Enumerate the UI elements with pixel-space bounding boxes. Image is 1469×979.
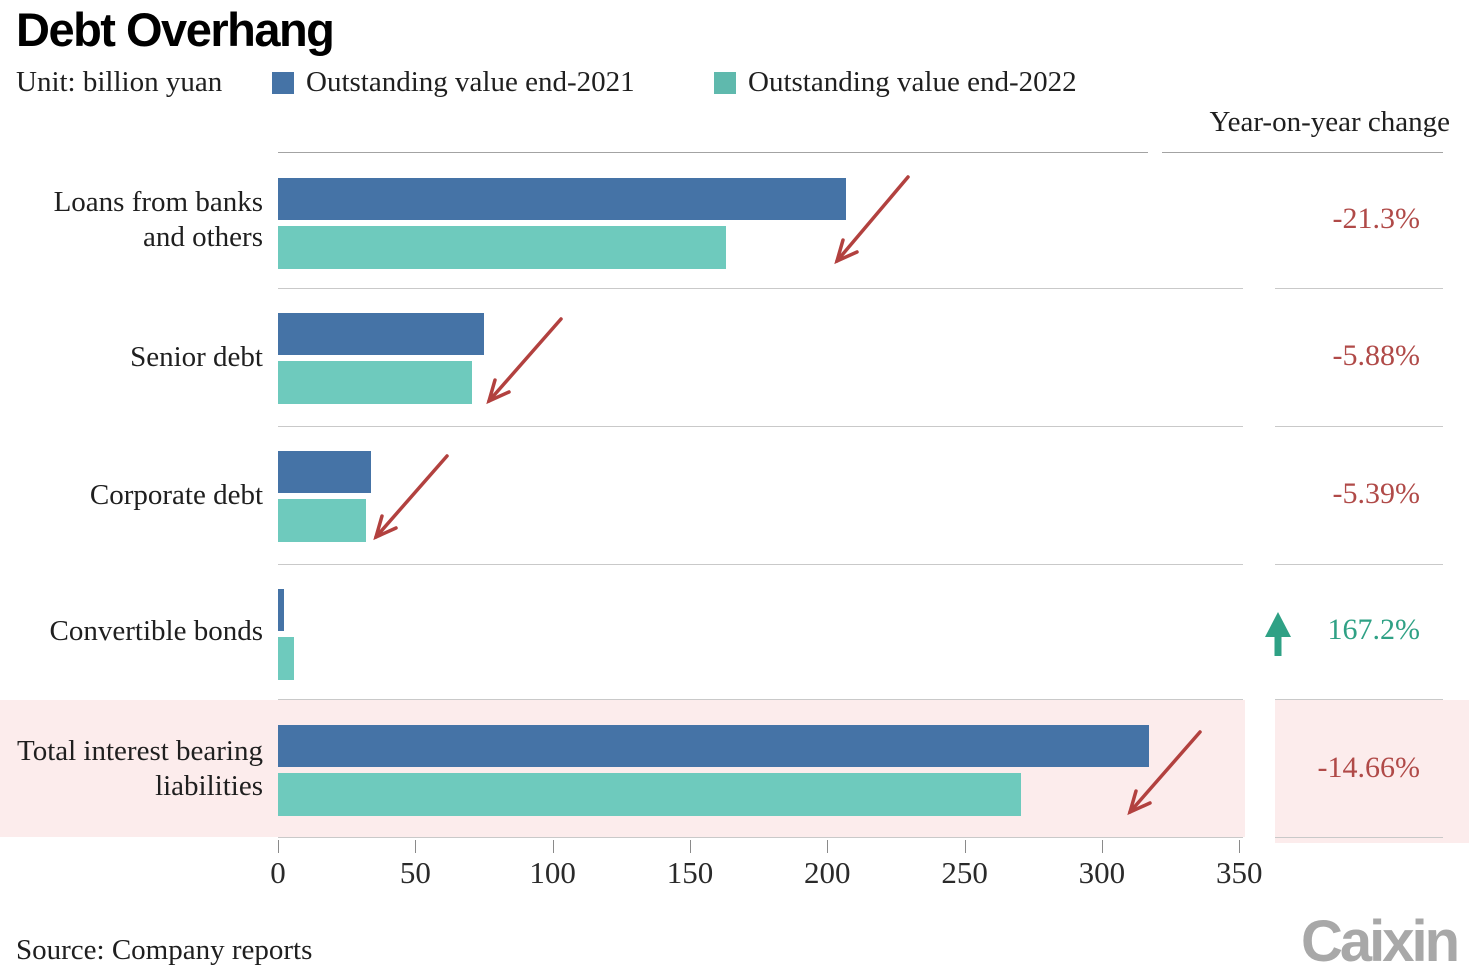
unit-label: Unit: billion yuan <box>16 66 223 98</box>
yoy-value: -5.39% <box>1332 477 1420 510</box>
decrease-arrow-icon <box>487 317 563 403</box>
row-separator <box>278 837 1243 838</box>
row-separator <box>1275 426 1443 427</box>
bar-2022 <box>278 361 472 404</box>
x-axis-tick-label: 250 <box>941 855 988 890</box>
bar-2022 <box>278 499 367 542</box>
row-separator <box>1275 837 1443 838</box>
x-axis-tick-label: 150 <box>666 855 714 890</box>
category-label: Corporate debt <box>89 479 263 511</box>
yoy-column-header: Year-on-year change <box>1209 106 1450 138</box>
bar-2021 <box>278 725 1149 767</box>
bar-2021 <box>278 178 847 220</box>
x-axis-tick-label: 300 <box>1078 855 1126 890</box>
legend-item-2022: Outstanding value end-2022 <box>714 66 1077 99</box>
row-separator <box>278 426 1243 427</box>
x-axis-tick-label: 200 <box>804 855 851 890</box>
yoy-value: -14.66% <box>1317 751 1420 784</box>
yoy-value: -5.88% <box>1332 339 1420 372</box>
bar-2022 <box>278 773 1021 816</box>
x-axis-tick <box>689 840 691 853</box>
x-axis-tick <box>964 840 966 853</box>
header-rule-chart <box>278 152 1148 153</box>
x-axis-tick-label: 0 <box>270 855 286 890</box>
category-label: Total interest bearing liabilities <box>17 735 263 802</box>
bar-2021 <box>278 589 285 631</box>
x-axis-tick <box>1239 840 1241 853</box>
decrease-arrow-icon <box>835 175 910 263</box>
x-axis-tick <box>415 840 417 853</box>
bar-2021 <box>278 313 484 355</box>
highlight-band-right <box>1275 700 1469 843</box>
source-note: Source: Company reports <box>16 934 313 966</box>
category-label: Loans from banks and others <box>53 186 263 253</box>
x-axis-tick-label: 100 <box>529 855 576 890</box>
legend-swatch-2022 <box>714 71 736 94</box>
row-separator <box>1275 699 1443 700</box>
x-axis-tick-label: 350 <box>1215 855 1263 890</box>
bar-2022 <box>278 637 295 680</box>
legend-swatch-2021 <box>272 71 294 94</box>
bar-2022 <box>278 226 726 269</box>
header-rule-yoy <box>1162 152 1443 153</box>
x-axis-tick <box>278 840 279 853</box>
row-separator <box>278 564 1243 565</box>
yoy-value: -21.3% <box>1332 202 1420 235</box>
category-label: Senior debt <box>130 341 263 373</box>
category-label: Convertible bonds <box>49 615 263 647</box>
row-separator <box>278 699 1243 700</box>
x-axis-tick <box>1101 840 1103 853</box>
decrease-arrow-icon <box>374 454 449 539</box>
legend-item-2021: Outstanding value end-2021 <box>272 66 635 99</box>
row-separator <box>1275 288 1443 289</box>
bar-2021 <box>278 451 372 493</box>
caixin-logo: Caixin <box>1300 909 1460 974</box>
legend-label-2022: Outstanding value end-2022 <box>748 66 1077 98</box>
legend-label-2021: Outstanding value end-2021 <box>306 66 635 98</box>
chart-title: Debt Overhang <box>16 3 335 56</box>
row-separator <box>1275 564 1443 565</box>
yoy-value: 167.2% <box>1327 613 1421 646</box>
x-axis-tick <box>827 840 829 853</box>
row-separator <box>278 288 1243 289</box>
x-axis-tick-label: 50 <box>399 855 431 890</box>
x-axis-tick <box>552 840 554 853</box>
